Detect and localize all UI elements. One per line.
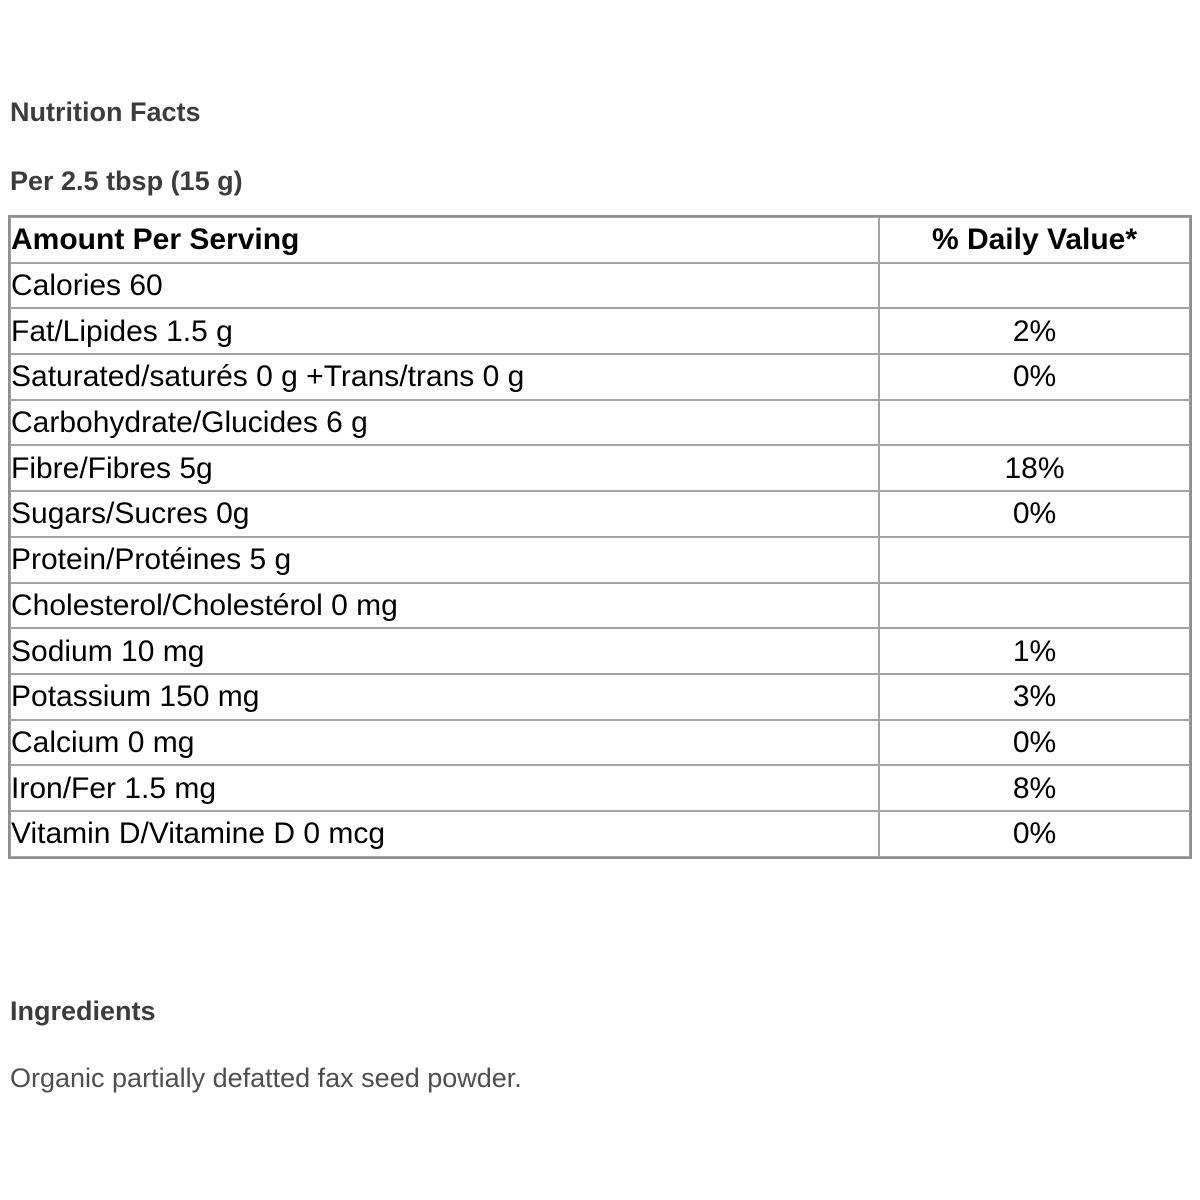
nutrient-label: Fat/Lipides 1.5 g — [10, 308, 879, 355]
daily-value — [879, 582, 1190, 629]
column-header-daily-value: % Daily Value* — [879, 217, 1190, 263]
table-header-row: Amount Per Serving % Daily Value* — [10, 217, 1190, 263]
table-row: Fibre/Fibres 5g 18% — [10, 445, 1190, 492]
nutrient-label: Vitamin D/Vitamine D 0 mcg — [10, 810, 879, 857]
table-row: Calcium 0 mg 0% — [10, 719, 1190, 766]
daily-value — [879, 262, 1190, 309]
table-row: Sodium 10 mg 1% — [10, 628, 1190, 674]
daily-value — [879, 536, 1190, 583]
table-row: Potassium 150 mg 3% — [10, 673, 1190, 720]
nutrition-facts-table: Amount Per Serving % Daily Value* Calori… — [8, 215, 1192, 859]
table-row: Calories 60 — [10, 262, 1190, 309]
nutrient-label: Protein/Protéines 5 g — [10, 536, 879, 583]
table-row: Protein/Protéines 5 g — [10, 536, 1190, 583]
daily-value: 0% — [879, 354, 1190, 400]
nutrient-label: Cholesterol/Cholestérol 0 mg — [10, 582, 879, 629]
table-row: Fat/Lipides 1.5 g 2% — [10, 308, 1190, 355]
nutrient-label: Sugars/Sucres 0g — [10, 491, 879, 537]
table-row: Sugars/Sucres 0g 0% — [10, 491, 1190, 537]
nutrient-label: Calcium 0 mg — [10, 719, 879, 766]
nutrient-label: Carbohydrate/Glucides 6 g — [10, 399, 879, 446]
ingredients-heading: Ingredients — [10, 996, 156, 1026]
nutrient-label: Fibre/Fibres 5g — [10, 445, 879, 492]
table-row: Iron/Fer 1.5 mg 8% — [10, 765, 1190, 811]
nutrition-table-body: Calories 60 Fat/Lipides 1.5 g 2% Saturated/… — [10, 262, 1190, 857]
daily-value: 18% — [879, 445, 1190, 492]
table-row: Vitamin D/Vitamine D 0 mcg 0% — [10, 810, 1190, 857]
nutrient-label: Sodium 10 mg — [10, 628, 879, 674]
daily-value: 8% — [879, 765, 1190, 811]
column-header-amount-per-serving: Amount Per Serving — [10, 217, 879, 263]
ingredients-text: Organic partially defatted fax seed powd… — [10, 1063, 522, 1093]
page-title: Nutrition Facts — [10, 97, 201, 127]
daily-value: 2% — [879, 308, 1190, 355]
nutrient-label: Calories 60 — [10, 262, 879, 309]
table-row: Carbohydrate/Glucides 6 g — [10, 399, 1190, 446]
daily-value — [879, 399, 1190, 446]
serving-size: Per 2.5 tbsp (15 g) — [10, 166, 243, 196]
nutrient-label: Potassium 150 mg — [10, 673, 879, 720]
daily-value: 0% — [879, 719, 1190, 766]
nutrient-label: Iron/Fer 1.5 mg — [10, 765, 879, 811]
nutrient-label: Saturated/saturés 0 g +Trans/trans 0 g — [10, 354, 879, 400]
table-row: Saturated/saturés 0 g +Trans/trans 0 g 0% — [10, 354, 1190, 400]
daily-value: 1% — [879, 628, 1190, 674]
daily-value: 0% — [879, 491, 1190, 537]
daily-value: 3% — [879, 673, 1190, 720]
table-row: Cholesterol/Cholestérol 0 mg — [10, 582, 1190, 629]
daily-value: 0% — [879, 810, 1190, 857]
